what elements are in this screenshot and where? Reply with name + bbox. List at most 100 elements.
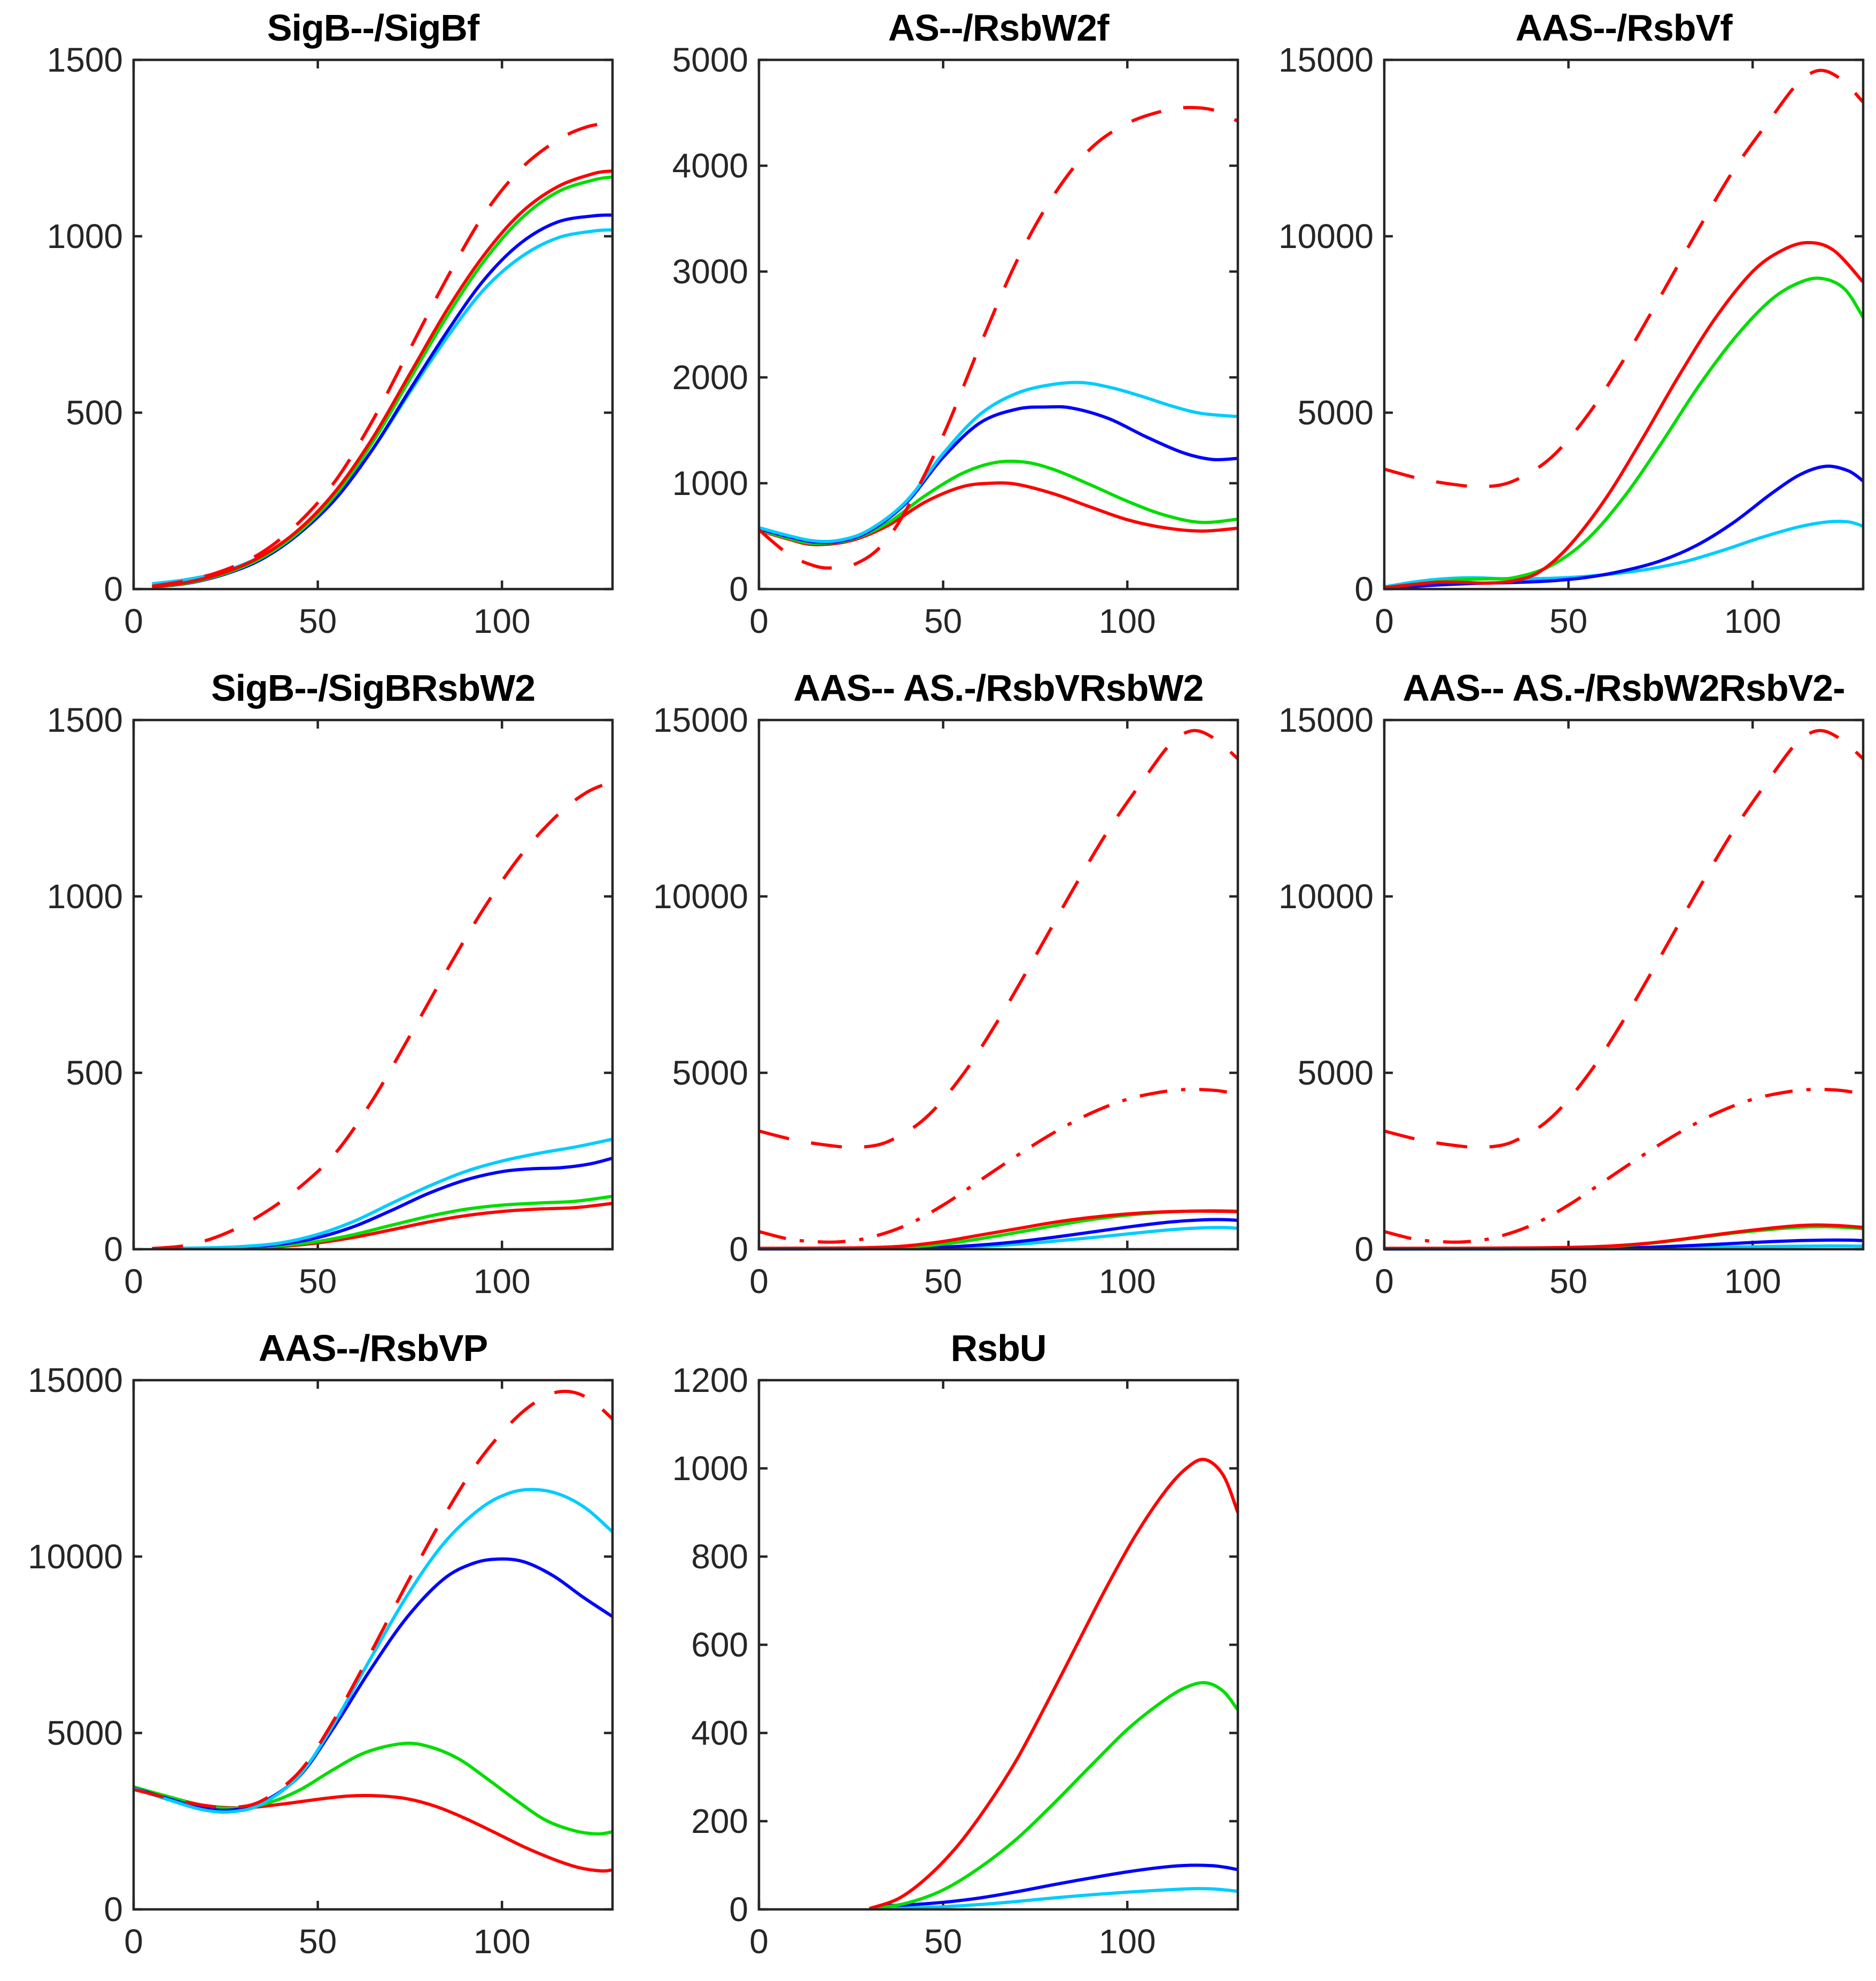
y-tick-label: 0: [729, 1230, 748, 1268]
series-green-solid: [133, 1742, 613, 1836]
y-tick-label: 0: [104, 1890, 123, 1929]
x-tick-label: 0: [1375, 1262, 1394, 1301]
y-tick-label: 3000: [672, 252, 748, 291]
tick-marks: [132, 58, 613, 591]
y-tick-label: 10000: [1278, 877, 1374, 916]
series-green-solid: [152, 175, 613, 589]
subplot-aas-as-rsbw2rsbv2: AAS-- AS.-/RsbW2RsbV2- 0 50 100 0 5000 10000 1…: [1251, 660, 1876, 1320]
x-tick-label: 0: [124, 602, 143, 640]
series-group: [152, 121, 613, 589]
x-tick-label: 0: [749, 1922, 769, 1961]
series-blue-solid: [152, 213, 613, 589]
y-tick-label: 0: [104, 1230, 123, 1268]
subplot-aas-as-rsbvrsbw2: AAS-- AS.-/RsbVRsbW2 0 50 100 0 5000 10000 150…: [625, 660, 1251, 1320]
plot-frame: [757, 718, 1239, 1251]
tick-labels: 0 50 100 0 5000 10000 15000: [1278, 41, 1781, 640]
subplot-sigb-sigbf: SigB--/SigBf 0 50 100 0 500 1000 1500: [0, 0, 625, 660]
x-tick-label: 50: [1549, 602, 1587, 640]
series-red-dashed: [133, 1389, 614, 1809]
series-group: [152, 780, 614, 1250]
x-tick-label: 50: [299, 1262, 337, 1301]
series-red-dashed: [152, 121, 613, 588]
subplot-aas-rsbvp: AAS--/RsbVP 0 50 100 0 5000 10000 15000: [0, 1320, 625, 1980]
y-tick-label: 500: [66, 1054, 123, 1092]
series-group: [1384, 68, 1865, 591]
y-tick-label: 0: [729, 570, 748, 608]
tick-marks: [1383, 58, 1863, 591]
plot-title: AAS--/RsbVf: [1515, 7, 1732, 49]
tick-labels: 0 50 100 0 5000 10000 15000: [653, 701, 1156, 1301]
tick-labels: 0 50 100 0 5000 10000 15000: [1278, 701, 1781, 1301]
series-green-solid: [869, 1681, 1239, 1911]
y-tick-label: 0: [1354, 570, 1374, 608]
plot-frame: [757, 1379, 1239, 1911]
series-red-dashed: [152, 780, 614, 1250]
x-tick-label: 0: [1375, 602, 1394, 640]
y-tick-label: 15000: [1278, 701, 1374, 739]
series-group: [1384, 729, 1865, 1251]
tick-labels: 0 50 100 0 5000 10000 15000: [28, 1361, 531, 1961]
x-tick-label: 0: [749, 602, 769, 640]
y-tick-label: 1000: [672, 464, 748, 502]
plot-frame: [1383, 58, 1865, 591]
series-group: [133, 1389, 614, 1873]
y-tick-label: 400: [691, 1714, 748, 1752]
series-group: [758, 106, 1239, 570]
x-tick-label: 0: [749, 1262, 769, 1301]
series-green-solid: [758, 459, 1238, 545]
y-tick-label: 1200: [672, 1361, 748, 1399]
subplot-as-rsbw2f: AS--/RsbW2f 0 50 100 0 1000 2000 3000 4000 5000: [625, 0, 1251, 660]
plot-frame: [1383, 718, 1865, 1251]
plot-frame: [757, 58, 1239, 591]
plot-title: RsbU: [950, 1327, 1047, 1369]
series-red-dashed: [758, 729, 1239, 1149]
plot-title: AAS--/RsbVP: [258, 1327, 488, 1369]
y-tick-label: 1500: [47, 41, 123, 79]
series-green-solid: [1384, 276, 1865, 590]
x-tick-label: 50: [299, 602, 337, 640]
series-red-solid: [1384, 241, 1865, 590]
series-cyan-solid: [758, 381, 1238, 544]
series-cyan-solid: [869, 1887, 1238, 1911]
y-tick-label: 4000: [672, 146, 748, 185]
series-green-solid: [152, 1195, 613, 1250]
series-group: [758, 729, 1239, 1251]
y-tick-label: 1500: [47, 701, 123, 739]
tick-marks: [757, 1379, 1238, 1911]
series-red-solid: [869, 1458, 1239, 1910]
plot-canvas: 0 50 100 0 5000 10000 15000: [1278, 701, 1865, 1301]
series-blue-solid: [133, 1557, 614, 1812]
x-tick-label: 50: [924, 602, 962, 640]
empty-cell: [1251, 1320, 1876, 1980]
y-tick-label: 0: [729, 1890, 748, 1929]
tick-marks: [757, 58, 1238, 591]
series-red-dashed: [758, 106, 1239, 570]
plot-title: AS--/RsbW2f: [888, 7, 1110, 49]
plot-frame: [132, 1379, 614, 1911]
x-tick-label: 0: [124, 1262, 143, 1301]
series-red-solid: [133, 1786, 613, 1873]
x-tick-label: 100: [1099, 1922, 1156, 1961]
y-tick-label: 500: [66, 393, 123, 432]
series-blue-solid: [869, 1863, 1238, 1911]
series-cyan-solid: [152, 1137, 613, 1250]
y-tick-label: 5000: [47, 1714, 123, 1752]
x-tick-label: 50: [924, 1922, 962, 1961]
plot-title: SigB--/SigBf: [267, 7, 479, 49]
subplot-rsbu: RsbU 0 50 100 0 200 400 600 800 1000 1200: [625, 1320, 1251, 1980]
x-tick-label: 100: [474, 602, 531, 640]
x-tick-label: 50: [1549, 1262, 1587, 1301]
series-red-solid: [758, 481, 1238, 546]
y-tick-label: 10000: [653, 877, 748, 916]
series-red-dashed: [1384, 729, 1865, 1149]
y-tick-label: 200: [691, 1802, 748, 1840]
subplot-sigb-sigbrsbw2: SigB--/SigBRsbW2 0 50 100 0 500 1000 1500: [0, 660, 625, 1320]
x-tick-label: 50: [299, 1922, 337, 1961]
subplot-aas-rsbvf: AAS--/RsbVf 0 50 100 0 5000 10000 15000: [1251, 0, 1876, 660]
